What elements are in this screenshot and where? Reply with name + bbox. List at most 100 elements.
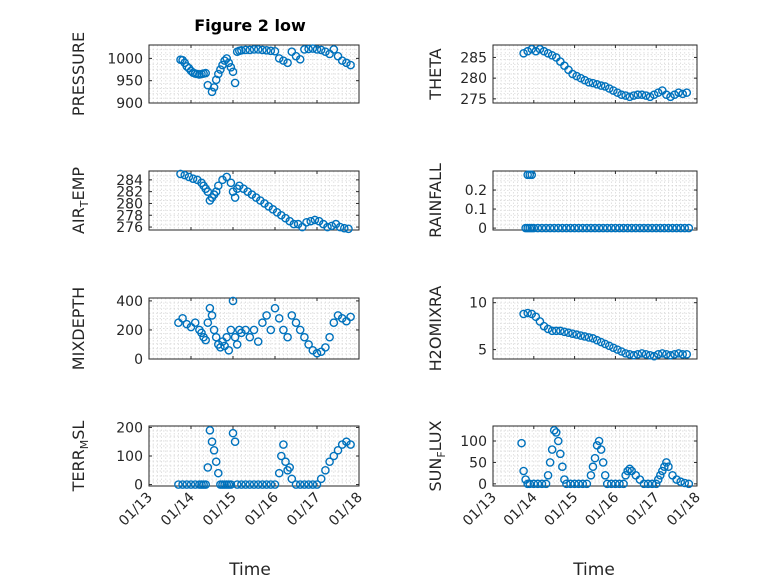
data-point bbox=[549, 223, 559, 233]
data-point bbox=[543, 470, 553, 480]
data-point bbox=[216, 343, 225, 352]
data-point bbox=[617, 347, 626, 356]
data-point bbox=[570, 223, 579, 233]
data-point bbox=[560, 475, 569, 484]
y-tick-label: 200 bbox=[116, 323, 143, 339]
data-point bbox=[598, 223, 608, 233]
data-point bbox=[562, 479, 571, 489]
data-point bbox=[619, 223, 628, 233]
data-point bbox=[578, 479, 588, 489]
data-point bbox=[658, 349, 667, 358]
axes-box bbox=[148, 297, 360, 360]
data-point bbox=[609, 86, 618, 95]
data-point bbox=[312, 480, 322, 489]
data-point bbox=[258, 480, 267, 489]
data-point bbox=[249, 325, 259, 335]
data-point bbox=[558, 223, 567, 233]
data-point bbox=[241, 325, 250, 335]
axes-box bbox=[492, 425, 698, 487]
data-point bbox=[660, 223, 669, 233]
data-point bbox=[230, 437, 240, 447]
y-tick-label: 275 bbox=[460, 92, 487, 108]
data-point bbox=[615, 479, 624, 489]
data-point bbox=[551, 326, 561, 336]
data-point bbox=[658, 466, 667, 476]
axes-box bbox=[148, 170, 360, 231]
data-point bbox=[316, 45, 326, 55]
y-axis-label: THETA bbox=[426, 48, 445, 100]
data-point bbox=[304, 480, 313, 489]
y-tick-label: 950 bbox=[116, 74, 143, 90]
data-point bbox=[266, 480, 276, 489]
data-point bbox=[592, 80, 602, 89]
data-point bbox=[551, 428, 561, 437]
data-point bbox=[590, 223, 600, 233]
data-point bbox=[525, 479, 535, 489]
data-point bbox=[547, 445, 557, 454]
data-point bbox=[641, 350, 651, 359]
data-point bbox=[625, 92, 634, 102]
data-point bbox=[664, 462, 673, 472]
data-point bbox=[684, 223, 694, 233]
data-point bbox=[598, 458, 608, 467]
data-point bbox=[222, 332, 231, 342]
data-point bbox=[186, 480, 196, 489]
data-point bbox=[639, 479, 649, 489]
data-point bbox=[253, 337, 263, 346]
data-point bbox=[178, 314, 187, 323]
data-point bbox=[556, 449, 565, 459]
data-point bbox=[645, 92, 655, 102]
data-point bbox=[241, 45, 250, 55]
data-point bbox=[623, 466, 632, 476]
data-point bbox=[553, 223, 563, 233]
data-point bbox=[197, 328, 206, 338]
data-point bbox=[321, 465, 330, 475]
data-point bbox=[600, 339, 610, 349]
data-point bbox=[613, 345, 622, 354]
data-point bbox=[211, 457, 221, 467]
y-tick-label: 280 bbox=[116, 196, 143, 212]
data-point bbox=[304, 340, 313, 349]
data-point bbox=[211, 75, 221, 85]
data-point bbox=[662, 350, 671, 359]
data-point bbox=[649, 351, 659, 361]
axes-box bbox=[492, 44, 698, 104]
data-point bbox=[207, 311, 217, 320]
data-point bbox=[304, 44, 313, 54]
data-point bbox=[230, 78, 240, 88]
data-point bbox=[232, 480, 242, 489]
data-point bbox=[572, 71, 581, 81]
data-point bbox=[245, 45, 255, 55]
data-point bbox=[346, 440, 355, 449]
data-point bbox=[302, 218, 311, 227]
data-point bbox=[276, 451, 286, 461]
data-point bbox=[678, 89, 688, 99]
data-point bbox=[562, 223, 571, 233]
y-tick-label: 900 bbox=[116, 96, 143, 112]
data-point bbox=[300, 45, 309, 54]
data-point bbox=[655, 470, 665, 480]
data-point bbox=[203, 463, 213, 472]
data-point bbox=[664, 223, 673, 233]
data-point bbox=[566, 223, 575, 233]
data-point bbox=[682, 88, 692, 97]
x-tick-label: 01/18 bbox=[326, 490, 366, 530]
data-point bbox=[213, 181, 223, 191]
data-point bbox=[674, 88, 683, 97]
data-point bbox=[621, 349, 630, 358]
y-tick-label: 0.1 bbox=[465, 202, 487, 218]
data-point bbox=[649, 90, 659, 100]
y-tick-label: 276 bbox=[116, 220, 143, 236]
y-tick-label: 0 bbox=[478, 477, 487, 493]
data-point bbox=[619, 479, 628, 489]
data-point bbox=[329, 45, 339, 54]
y-tick-label: 100 bbox=[460, 434, 487, 450]
data-point bbox=[279, 56, 288, 65]
data-point bbox=[655, 223, 665, 233]
data-point bbox=[647, 479, 657, 489]
data-point bbox=[209, 325, 219, 335]
data-point bbox=[543, 48, 553, 58]
data-point bbox=[209, 83, 219, 92]
data-point bbox=[241, 480, 250, 489]
data-point bbox=[568, 329, 577, 338]
